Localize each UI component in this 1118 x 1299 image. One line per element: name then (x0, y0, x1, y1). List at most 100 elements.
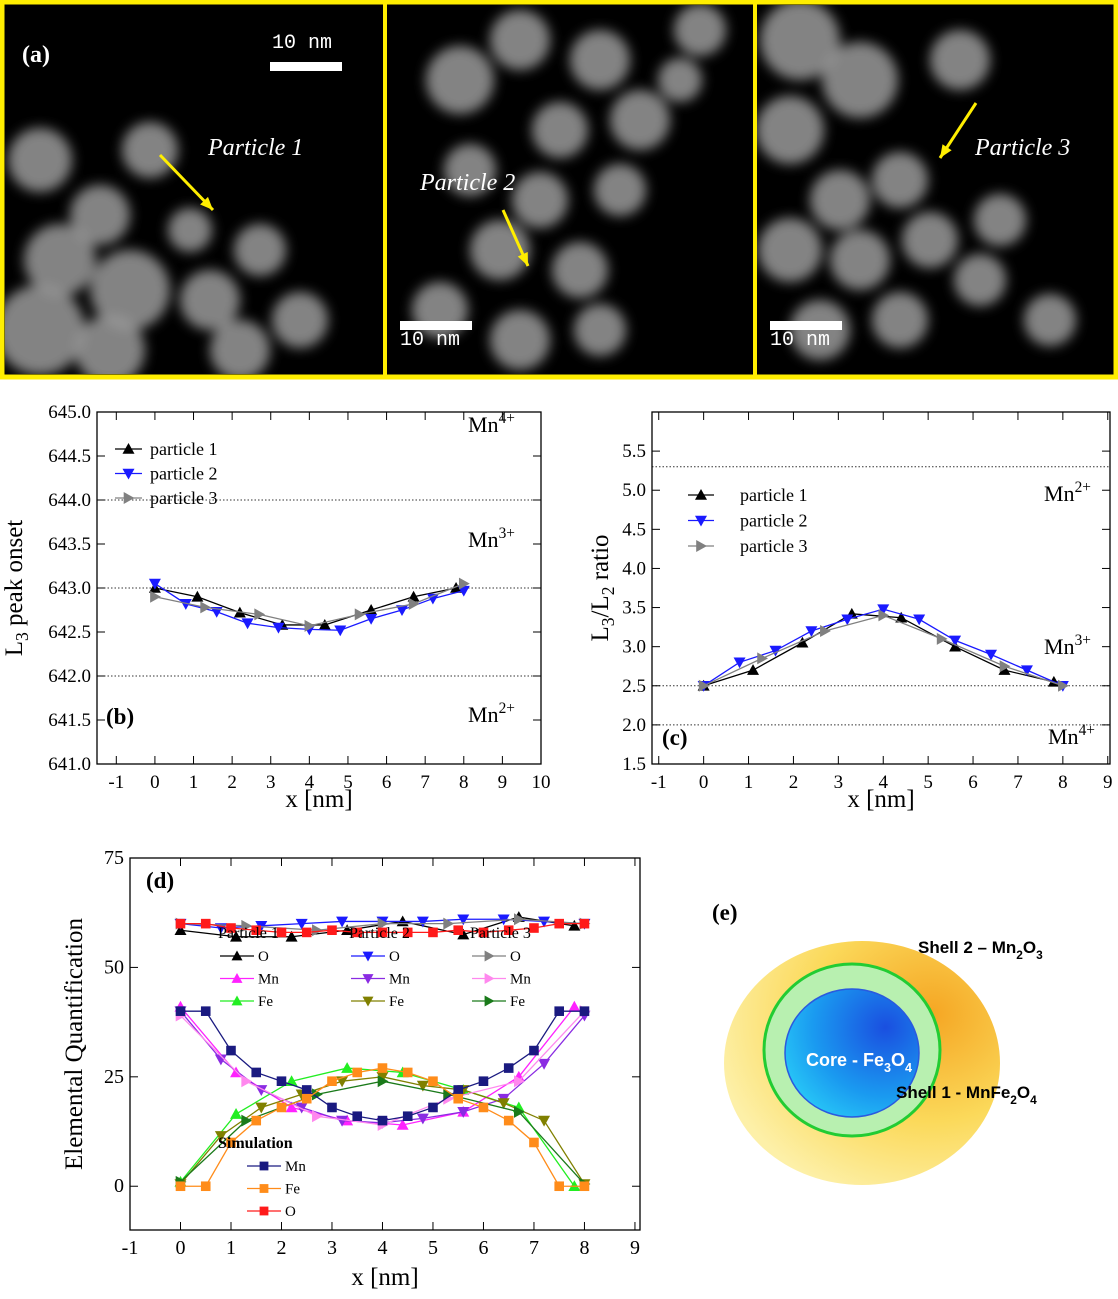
marker (1058, 679, 1069, 692)
nanoparticle (122, 122, 178, 178)
nanoparticle (444, 144, 496, 196)
scale-bar (270, 62, 342, 71)
marker (251, 1067, 262, 1078)
marker (251, 1115, 262, 1126)
text-part: ratio (587, 534, 614, 586)
marker (362, 996, 374, 1007)
y-tick-label: 25 (104, 1066, 124, 1088)
text-part: L (1, 641, 28, 656)
y-tick-label: 641.5 (48, 710, 91, 731)
arrow-head (517, 252, 528, 266)
marker (214, 1054, 227, 1066)
marker (377, 1115, 388, 1126)
marker (514, 1105, 525, 1118)
marker (376, 1072, 389, 1083)
marker (458, 577, 470, 590)
y-tick-label: 641.0 (48, 754, 91, 775)
x-tick-label: 8 (1058, 772, 1068, 793)
y-axis-label: Elemental Quantification (61, 918, 88, 1170)
marker (503, 1063, 514, 1073)
marker (396, 1118, 409, 1130)
marker (841, 614, 854, 626)
x-axis-label: x [nm] (285, 786, 352, 813)
marker (341, 1062, 354, 1073)
x-tick-label: 10 (532, 772, 551, 793)
marker (999, 660, 1011, 673)
marker (259, 1184, 269, 1193)
marker (554, 1006, 565, 1016)
marker (529, 1045, 539, 1056)
core (784, 988, 920, 1118)
y-tick-label: 2.0 (622, 715, 646, 736)
y-tick-label: 2.5 (622, 676, 646, 697)
x-tick-label: 5 (923, 772, 933, 793)
x-tick-label: 9 (630, 1237, 640, 1259)
stem-image (5, 122, 328, 374)
text-part: /L (587, 595, 614, 617)
marker (484, 973, 495, 984)
x-tick-label: 8 (579, 1237, 589, 1259)
legend-label: particle 2 (150, 464, 217, 484)
marker (122, 443, 135, 454)
legend-label: Fe (285, 1182, 300, 1198)
marker (402, 1067, 413, 1078)
marker (514, 1075, 525, 1088)
marker (769, 645, 782, 657)
marker (295, 918, 308, 930)
marker (123, 492, 135, 504)
annotation: Mn4+ (1048, 722, 1095, 749)
x-tick-label: 7 (1013, 772, 1023, 793)
scale-bar-label: 10 nm (770, 329, 830, 352)
text-part: Core - Fe (806, 1050, 884, 1070)
nanoparticle (168, 208, 212, 252)
nanoparticle (90, 250, 170, 330)
superscript: 4+ (499, 410, 515, 427)
x-tick-label: 4 (878, 772, 888, 793)
legend-label: O (389, 949, 400, 965)
x-tick-label: 3 (266, 772, 276, 793)
marker (179, 599, 192, 610)
panel-label: (e) (712, 900, 738, 925)
legend-label: O (285, 1204, 296, 1220)
text-part: Mn (1048, 724, 1079, 749)
y-axis-label: L3/L2 ratio (587, 534, 618, 641)
nanoparticle (674, 5, 726, 56)
nanoparticle (902, 212, 958, 268)
legend-label: Fe (258, 994, 273, 1010)
marker (254, 608, 266, 621)
panel-label: (b) (106, 704, 134, 729)
x-tick-label: 4 (377, 1237, 387, 1259)
marker (426, 593, 439, 605)
y-tick-label: 644.0 (48, 490, 91, 511)
marker (695, 515, 707, 527)
marker (226, 1137, 236, 1148)
legend-label: Mn (258, 972, 279, 988)
marker (200, 918, 211, 929)
x-tick-label: 2 (789, 772, 799, 793)
marker (200, 1006, 211, 1016)
x-tick-label: -1 (651, 772, 667, 793)
nanoparticle (532, 102, 588, 158)
legend-label: O (510, 949, 521, 965)
marker (318, 618, 331, 630)
nanoparticle (872, 292, 928, 348)
x-tick-label: 9 (1103, 772, 1113, 793)
marker (276, 1076, 287, 1086)
y-tick-label: 1.5 (622, 754, 646, 775)
x-tick-label: -1 (108, 772, 124, 793)
marker (757, 652, 769, 665)
marker (878, 609, 890, 622)
marker (478, 1102, 489, 1113)
x-tick-label: 3 (327, 1237, 337, 1259)
marker (241, 618, 254, 630)
marker (214, 1131, 227, 1142)
marker (936, 632, 948, 645)
marker (402, 927, 413, 938)
marker (175, 1181, 186, 1192)
scale-bar (770, 321, 842, 330)
subscript: 2 (1010, 1093, 1017, 1107)
y-tick-label: 642.0 (48, 666, 91, 687)
marker (503, 925, 514, 936)
legend-label: Fe (389, 994, 404, 1010)
